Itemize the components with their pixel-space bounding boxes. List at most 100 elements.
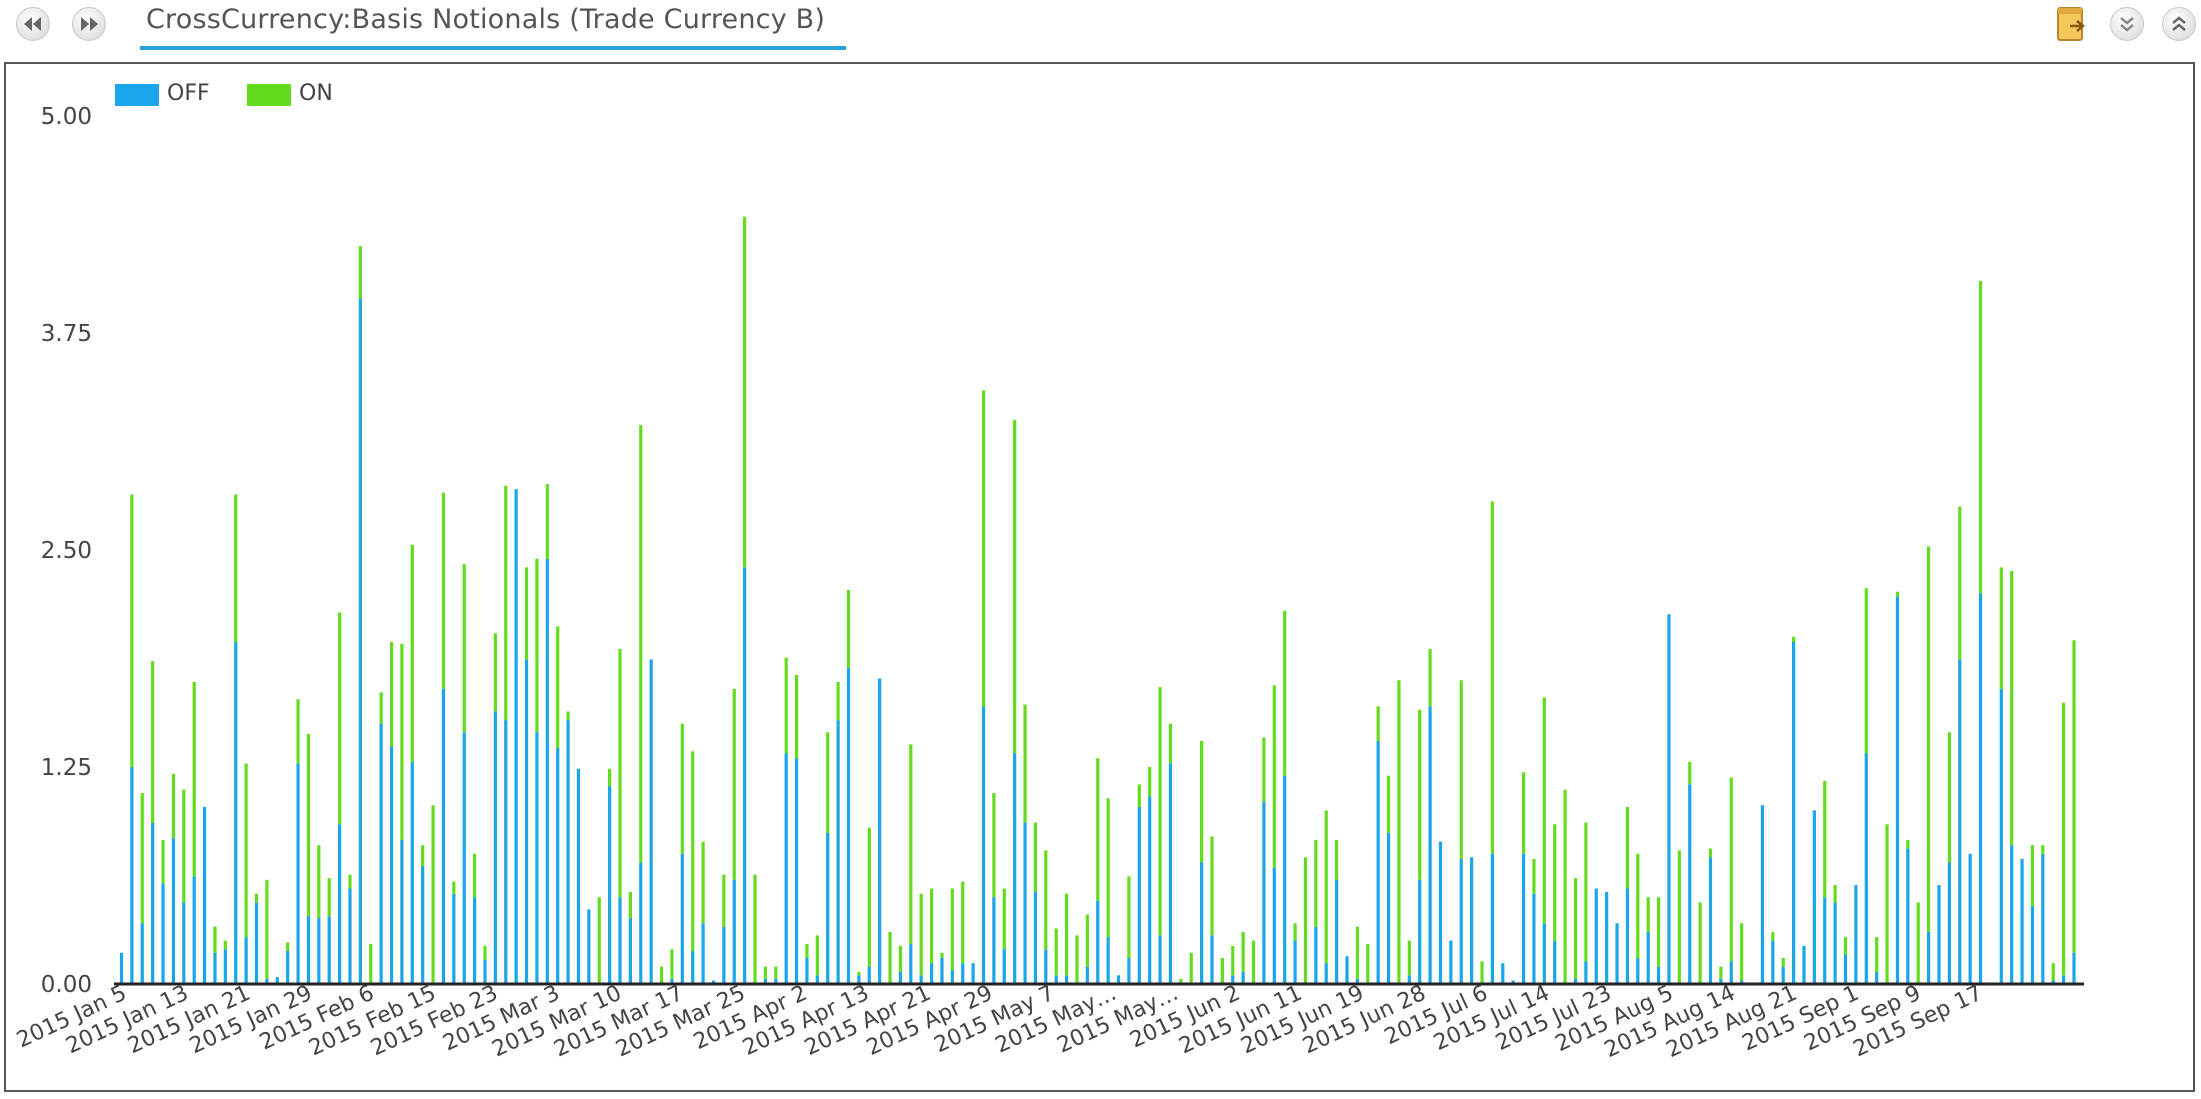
bar-off xyxy=(1085,966,1089,984)
bar-off xyxy=(1470,857,1474,984)
bar-off xyxy=(722,926,726,984)
bar-on xyxy=(161,839,165,884)
bar-on xyxy=(1864,588,1868,754)
bar-on xyxy=(1708,848,1713,858)
bar-off xyxy=(794,758,799,984)
bar-off xyxy=(1740,980,1744,984)
bar-off xyxy=(338,824,342,984)
bar-off xyxy=(1719,978,1723,984)
bar-on xyxy=(410,544,414,762)
bar-on xyxy=(306,734,311,917)
bar-on xyxy=(1688,761,1692,785)
bar-on xyxy=(701,841,705,924)
bar-off xyxy=(1033,891,1038,984)
title-underline xyxy=(140,46,846,50)
bar-on xyxy=(1231,945,1235,976)
bar-on xyxy=(1636,853,1640,958)
bar-off xyxy=(566,720,570,984)
bar-off xyxy=(182,902,186,984)
bar-off xyxy=(1947,862,1951,984)
bar-on xyxy=(462,563,466,733)
bar-on xyxy=(784,657,788,754)
bar-on xyxy=(618,648,622,898)
bar-off xyxy=(628,918,632,984)
bar-off xyxy=(971,963,975,984)
bar-off xyxy=(1013,753,1017,984)
back-button[interactable] xyxy=(16,7,50,41)
bar-on xyxy=(1563,789,1567,984)
bar-off xyxy=(119,952,124,984)
bar-off xyxy=(1584,961,1588,984)
bar-off xyxy=(1646,931,1650,984)
bar-off xyxy=(1127,957,1131,984)
bar-on xyxy=(1781,957,1785,967)
bar-off xyxy=(1002,949,1006,984)
legend-label-on: ON xyxy=(299,81,333,106)
bar-on xyxy=(1885,824,1889,984)
bar-on xyxy=(1947,732,1951,863)
bar-on xyxy=(504,485,508,721)
bar-off xyxy=(296,763,300,984)
bar-off xyxy=(504,720,508,984)
bar-off xyxy=(1729,961,1733,984)
bar-on xyxy=(400,643,404,840)
title-bar: CrossCurrency:Basis Notionals (Trade Cur… xyxy=(0,0,2201,56)
bar-on xyxy=(753,874,757,984)
bar-off xyxy=(1999,688,2003,984)
bar-on xyxy=(1096,758,1100,901)
bar-off xyxy=(1542,923,1546,984)
bar-on xyxy=(898,945,903,972)
bar-on xyxy=(1189,952,1193,984)
bar-on xyxy=(919,893,923,976)
bar-off xyxy=(732,879,736,984)
bar-on xyxy=(1875,937,1879,972)
bar-off xyxy=(961,963,965,984)
bar-on xyxy=(1978,280,1983,594)
bar-on xyxy=(722,874,726,927)
bar-on xyxy=(1148,767,1152,797)
bar-on xyxy=(1646,897,1650,932)
export-button[interactable] xyxy=(2052,4,2092,44)
bar-on xyxy=(1584,822,1588,962)
bar-off xyxy=(1615,923,1619,984)
bar-on xyxy=(1293,923,1297,941)
bar-off xyxy=(1937,885,1941,984)
bar-on xyxy=(940,952,944,958)
bar-on xyxy=(826,732,830,833)
legend-swatch-off xyxy=(115,84,159,106)
bar-on xyxy=(1428,648,1432,707)
bar-on xyxy=(171,773,176,839)
bar-off xyxy=(1096,900,1100,984)
bar-on xyxy=(1023,704,1027,823)
bar-off xyxy=(1407,975,1411,984)
bar-on xyxy=(421,845,425,866)
bar-off xyxy=(805,957,809,984)
bar-off xyxy=(1490,853,1494,984)
bar-on xyxy=(992,793,996,898)
bar-on xyxy=(286,942,290,952)
bar-on xyxy=(1355,926,1359,979)
bar-on xyxy=(452,881,456,894)
bar-on xyxy=(1376,706,1380,741)
collapse-button[interactable] xyxy=(2110,7,2144,41)
bar-on xyxy=(628,891,632,919)
bar-off xyxy=(1200,862,1204,984)
bar-on xyxy=(691,751,695,952)
bar-off xyxy=(1708,857,1713,984)
bar-on xyxy=(1542,697,1546,924)
bar-off xyxy=(1314,926,1318,984)
bar-off xyxy=(981,706,986,984)
bar-off xyxy=(909,944,913,984)
bar-off xyxy=(234,642,238,984)
bar-on xyxy=(1324,810,1328,964)
bar-on xyxy=(1075,935,1079,984)
bar-off xyxy=(1812,810,1816,984)
bar-on xyxy=(836,681,840,721)
bar-off xyxy=(1573,978,1578,984)
bar-off xyxy=(836,720,840,984)
bar-off xyxy=(265,978,269,984)
expand-button[interactable] xyxy=(2162,7,2196,41)
forward-button[interactable] xyxy=(72,7,106,41)
bar-on xyxy=(1927,546,1931,932)
